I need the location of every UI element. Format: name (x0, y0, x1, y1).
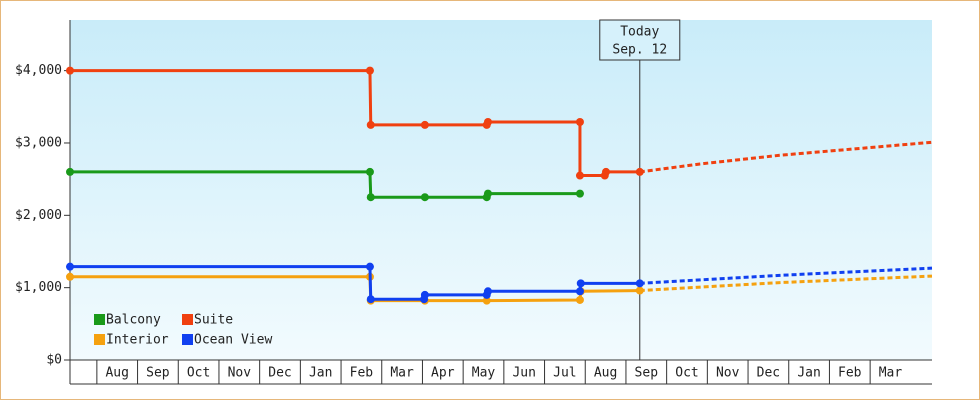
price-point (575, 118, 584, 126)
legend-label: Ocean View (194, 333, 272, 348)
price-point (365, 167, 374, 176)
x-tick-label: Mar (879, 366, 903, 381)
x-tick-label: Oct (187, 366, 210, 381)
price-point (635, 279, 644, 288)
price-point (483, 118, 492, 126)
price-point (420, 193, 429, 202)
y-tick-label: $0 (46, 353, 62, 368)
today-label: Today (620, 25, 659, 40)
legend-swatch (94, 314, 105, 325)
price-point (365, 66, 374, 75)
today-label: Sep. 12 (612, 43, 667, 58)
legend-label: Balcony (106, 313, 161, 328)
x-tick-label: Jun (512, 366, 535, 381)
price-point (66, 66, 74, 75)
legend-label: Suite (194, 313, 233, 328)
projection-line (639, 266, 933, 285)
y-tick-label: $1,000 (15, 280, 62, 295)
price-point (635, 286, 644, 295)
y-tick-label: $4,000 (15, 63, 62, 78)
x-tick-label: Feb (838, 366, 862, 381)
x-tick-label: Jan (309, 366, 332, 381)
x-tick-label: Oct (675, 366, 698, 381)
plot-area (70, 20, 932, 360)
price-point (575, 287, 584, 296)
price-point (420, 290, 429, 299)
price-point (366, 295, 375, 304)
x-tick-label: Apr (431, 366, 455, 381)
x-tick-label: Jan (797, 366, 820, 381)
x-tick-label: Nov (228, 366, 252, 381)
price-point (366, 193, 375, 202)
y-tick-label: $2,000 (15, 208, 62, 223)
projection-line (639, 274, 933, 293)
legend-label: Interior (106, 333, 169, 348)
x-tick-label: Jul (553, 366, 576, 381)
legend-swatch (182, 334, 193, 345)
legend-swatch (94, 334, 105, 345)
price-point (635, 167, 644, 176)
price-point (576, 279, 585, 288)
price-point (575, 189, 584, 198)
x-tick-label: Aug (105, 366, 128, 381)
x-tick-label: Mar (390, 366, 414, 381)
x-tick-label: May (472, 366, 496, 381)
price-point (482, 296, 491, 305)
today-box (599, 19, 681, 61)
price-point (483, 287, 492, 296)
legend-swatch (182, 314, 193, 325)
price-point (575, 171, 584, 180)
price-point (66, 167, 74, 176)
projection-line (639, 140, 933, 174)
x-tick-label: Sep (635, 366, 659, 381)
price-point (575, 295, 584, 304)
price-point (366, 120, 375, 129)
price-point (66, 272, 74, 281)
x-tick-label: Sep (146, 366, 170, 381)
x-tick-label: Dec (757, 366, 780, 381)
x-tick-label: Feb (350, 366, 374, 381)
price-point (365, 262, 374, 271)
price-point (66, 262, 74, 271)
price-point (602, 167, 611, 176)
price-point (420, 120, 429, 129)
price-point (483, 189, 492, 198)
x-tick-label: Dec (268, 366, 291, 381)
x-tick-label: Nov (716, 366, 740, 381)
y-tick-label: $3,000 (15, 135, 62, 150)
x-tick-label: Aug (594, 366, 617, 381)
